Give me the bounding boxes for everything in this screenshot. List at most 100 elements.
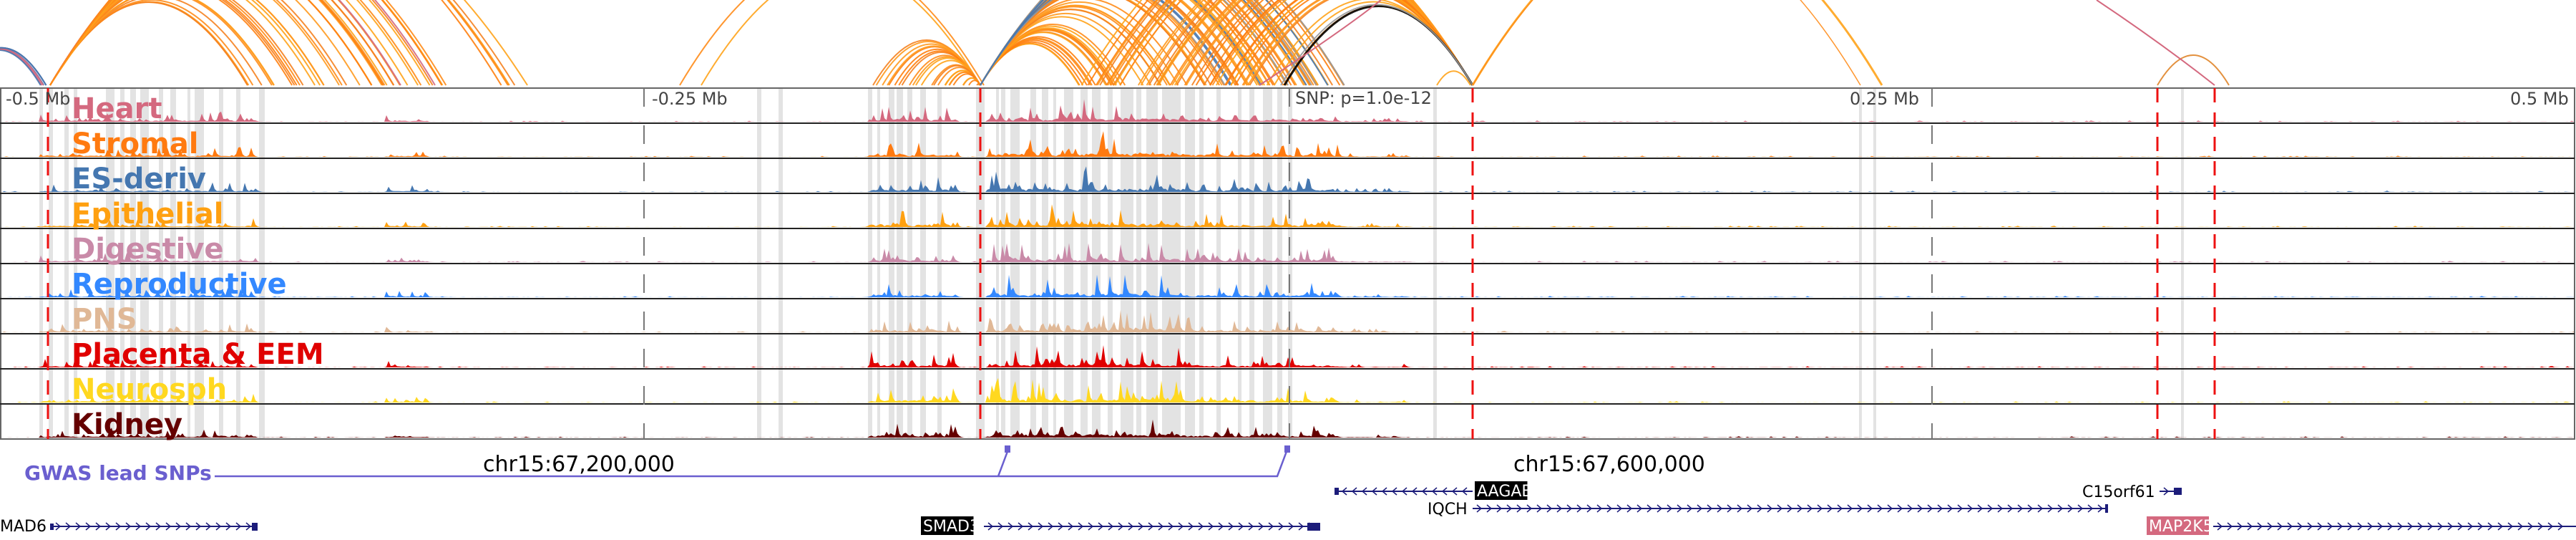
gene-label-smad3: SMAD3 <box>923 518 980 536</box>
signal-track-es-deriv <box>0 166 2575 192</box>
strand-forward-icon <box>55 522 62 531</box>
loop-arc <box>1107 0 1473 86</box>
strand-forward-icon <box>1298 522 1304 531</box>
strand-forward-icon <box>1827 504 1833 513</box>
strand-forward-icon <box>1008 522 1014 531</box>
strand-forward-icon <box>2387 522 2394 531</box>
track-label-pns: PNS <box>72 303 137 336</box>
gene-exon <box>2174 488 2182 495</box>
strand-forward-icon <box>2487 522 2494 531</box>
loop-arc <box>1259 0 1382 86</box>
loop-arc <box>1436 70 1471 86</box>
loop-arc <box>49 0 348 86</box>
strand-forward-icon <box>1797 504 1803 513</box>
strand-forward-icon <box>1526 504 1533 513</box>
strand-forward-icon <box>1757 504 1763 513</box>
coordinate-label: chr15:67,600,000 <box>1513 452 1705 477</box>
strand-forward-icon <box>1727 504 1733 513</box>
strand-forward-icon <box>1636 504 1643 513</box>
gene-exon <box>252 523 258 531</box>
strand-forward-icon <box>1687 504 1693 513</box>
loop-arc <box>49 0 516 86</box>
track-label-kidney: Kidney <box>72 408 182 441</box>
strand-forward-icon <box>1977 504 1984 513</box>
strand-forward-icon <box>2357 522 2363 531</box>
loop-arc <box>49 0 296 86</box>
strand-forward-icon <box>1987 504 1994 513</box>
strand-forward-icon <box>997 522 1004 531</box>
strand-forward-icon <box>205 522 212 531</box>
strand-reverse-icon <box>1401 487 1407 496</box>
strand-forward-icon <box>1048 522 1054 531</box>
strand-reverse-icon <box>1381 487 1387 496</box>
track-label-stromal: Stromal <box>72 127 199 160</box>
loop-arc <box>2157 54 2230 86</box>
gene-annotations: MAD6 SMAD3 AAGAB IQCH C15orf61 MAP2K5 <box>0 481 2576 536</box>
strand-forward-icon <box>1118 522 1124 531</box>
gene-exon <box>50 524 54 530</box>
strand-forward-icon <box>2057 504 2064 513</box>
strand-reverse-icon <box>1421 487 1428 496</box>
strand-forward-icon <box>215 522 222 531</box>
loop-arc <box>1156 0 1473 86</box>
loop-arc <box>49 0 293 86</box>
strand-forward-icon <box>2457 522 2464 531</box>
strand-forward-icon <box>2447 522 2454 531</box>
strand-forward-icon <box>1907 504 1913 513</box>
loop-arc <box>933 64 981 86</box>
strand-forward-icon <box>1536 504 1543 513</box>
strand-forward-icon <box>1038 522 1044 531</box>
strand-forward-icon <box>1238 522 1244 531</box>
strand-forward-icon <box>145 522 152 531</box>
signal-track-reproductive <box>0 274 2575 297</box>
loop-arc <box>49 0 372 86</box>
strand-forward-icon <box>1927 504 1933 513</box>
strand-forward-icon <box>1586 504 1593 513</box>
strand-forward-icon <box>1218 522 1224 531</box>
loop-arc <box>49 0 263 86</box>
strand-forward-icon <box>1028 522 1034 531</box>
loop-arc <box>49 0 254 86</box>
strand-forward-icon <box>1258 522 1264 531</box>
strand-forward-icon <box>1777 504 1783 513</box>
signal-track-digestive <box>0 243 2575 262</box>
strand-forward-icon <box>1476 504 1483 513</box>
strand-forward-icon <box>1737 504 1743 513</box>
strand-forward-icon <box>195 522 202 531</box>
strand-forward-icon <box>2227 522 2233 531</box>
gene-exon <box>1335 488 1339 495</box>
strand-forward-icon <box>115 522 122 531</box>
gwas-snp-marker <box>1005 445 1010 453</box>
strand-forward-icon <box>2037 504 2044 513</box>
strand-forward-icon <box>1138 522 1144 531</box>
strand-forward-icon <box>2247 522 2253 531</box>
strand-forward-icon <box>65 522 72 531</box>
strand-forward-icon <box>1018 522 1024 531</box>
strand-forward-icon <box>2077 504 2084 513</box>
axis-tick-label: -0.5 Mb <box>6 89 70 109</box>
strand-reverse-icon <box>1391 487 1397 496</box>
loop-arc <box>0 48 44 86</box>
track-label-reproductive: Reproductive <box>72 268 287 301</box>
track-label-digestive: Digestive <box>72 233 224 266</box>
strand-forward-icon <box>1697 504 1703 513</box>
signal-tracks <box>0 99 2575 438</box>
strand-forward-icon <box>2437 522 2444 531</box>
strand-forward-icon <box>1616 504 1623 513</box>
strand-forward-icon <box>2477 522 2484 531</box>
loop-arc <box>980 0 1345 86</box>
annotation-area: chr15:67,200,000 chr15:67,600,000 GWAS l… <box>0 445 2576 536</box>
strand-forward-icon <box>2027 504 2034 513</box>
strand-forward-icon <box>2087 504 2094 513</box>
strand-forward-icon <box>1717 504 1723 513</box>
gene-label-smad3-highlight <box>921 516 974 535</box>
loop-arc <box>0 47 47 86</box>
strand-forward-icon <box>95 522 102 531</box>
track-label-epithelial: Epithelial <box>72 198 224 231</box>
signal-track-placenta-eem <box>0 345 2575 367</box>
strand-forward-icon <box>1657 504 1663 513</box>
strand-reverse-icon <box>1351 487 1357 496</box>
strand-forward-icon <box>1148 522 1154 531</box>
strand-forward-icon <box>1917 504 1923 513</box>
strand-forward-icon <box>1626 504 1633 513</box>
